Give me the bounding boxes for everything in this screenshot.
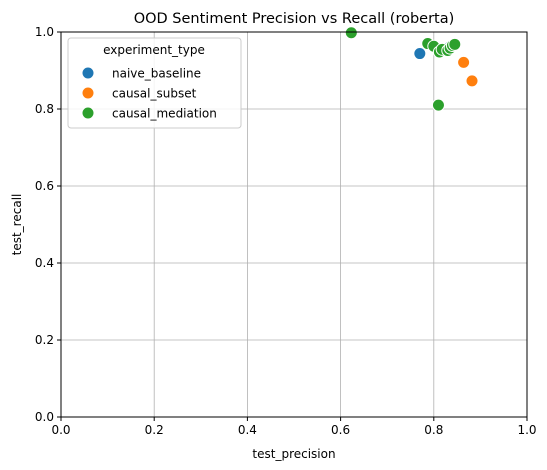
data-point-causal_subset (457, 55, 471, 69)
y-axis-label: test_recall (10, 194, 24, 256)
x-tick-label: 0.8 (424, 423, 443, 437)
legend-label-naive_baseline: naive_baseline (112, 67, 201, 81)
x-axis-ticks: 0.0 0.2 0.4 0.6 0.8 1.0 (51, 417, 537, 437)
data-point-naive_baseline (413, 47, 427, 61)
plot-frame (60, 31, 528, 418)
data-points (344, 26, 479, 112)
y-tick-label: 0.8 (35, 102, 54, 116)
data-point-causal_mediation (448, 37, 462, 51)
legend-title: experiment_type (103, 43, 205, 57)
legend-marker-causal_subset (81, 86, 95, 100)
y-tick-label: 0.4 (35, 256, 54, 270)
y-tick-label: 0.2 (35, 333, 54, 347)
y-tick-label: 0.0 (35, 410, 54, 424)
y-axis-ticks: 0.0 0.2 0.4 0.6 0.8 1.0 (35, 25, 61, 424)
x-tick-label: 0.4 (238, 423, 257, 437)
legend-marker-naive_baseline (81, 66, 95, 80)
y-tick-label: 0.6 (35, 179, 54, 193)
legend-label-causal_mediation: causal_mediation (112, 107, 217, 121)
legend: experiment_type naive_baseline causal_sub… (67, 37, 242, 129)
x-tick-label: 0.2 (145, 423, 164, 437)
x-tick-label: 1.0 (517, 423, 536, 437)
x-tick-label: 0.0 (51, 423, 70, 437)
data-point-causal_subset (465, 74, 479, 88)
legend-box (67, 37, 242, 129)
legend-entries: naive_baseline causal_subset causal_mediat… (81, 66, 217, 121)
x-axis-label: test_precision (252, 447, 335, 461)
chart-title: OOD Sentiment Precision vs Recall (rober… (134, 11, 455, 27)
legend-marker-causal_mediation (81, 106, 95, 120)
data-point-causal_mediation (344, 26, 358, 40)
y-tick-label: 1.0 (35, 25, 54, 39)
x-tick-label: 0.6 (331, 423, 350, 437)
legend-label-causal_subset: causal_subset (112, 87, 197, 101)
data-point-causal_mediation (431, 98, 445, 112)
